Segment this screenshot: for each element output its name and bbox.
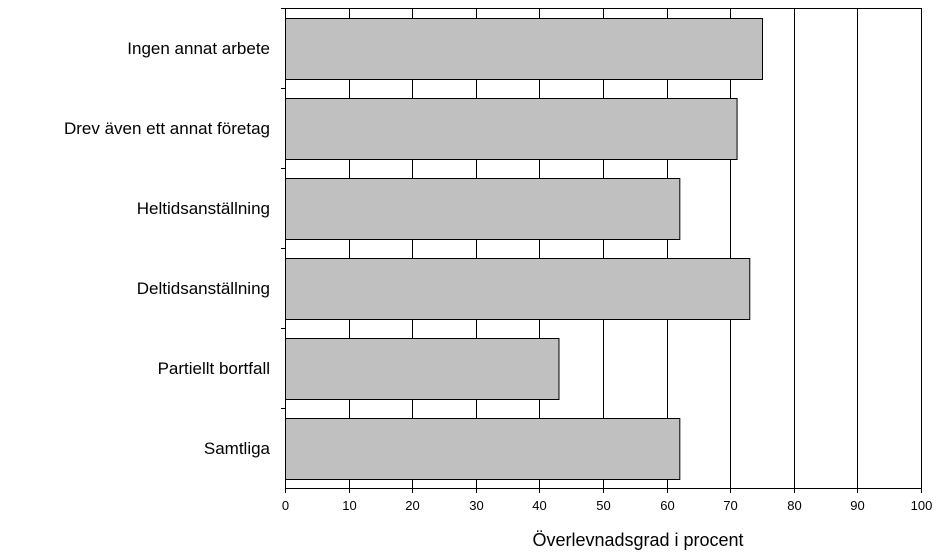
category-label: Partiellt bortfall — [158, 359, 270, 378]
gridlines — [349, 8, 922, 488]
x-tick-label: 80 — [787, 498, 801, 513]
category-label: Samtliga — [204, 439, 271, 458]
category-labels: Ingen annat arbete Drev även ett annat fö… — [64, 39, 271, 458]
bar — [285, 18, 763, 80]
axes — [281, 8, 922, 493]
x-tick-label: 20 — [405, 498, 419, 513]
bar — [285, 98, 738, 160]
category-label: Ingen annat arbete — [127, 39, 270, 58]
x-axis-title: Överlevnadsgrad i procent — [532, 530, 743, 550]
x-tick-label: 30 — [469, 498, 483, 513]
x-tick-label: 50 — [596, 498, 610, 513]
x-tick-label: 10 — [342, 498, 356, 513]
bar — [285, 418, 681, 480]
x-tick-label: 60 — [660, 498, 674, 513]
bar — [285, 338, 560, 400]
category-label: Heltidsanställning — [137, 199, 270, 218]
bar — [285, 258, 751, 320]
category-label: Deltidsanställning — [137, 279, 270, 298]
x-tick-label: 90 — [850, 498, 864, 513]
x-tick-labels: 0 10 20 30 40 50 60 70 80 90 100 — [282, 498, 932, 513]
category-label: Drev även ett annat företag — [64, 119, 270, 138]
x-tick-label: 40 — [532, 498, 546, 513]
bars — [285, 18, 763, 480]
bar — [285, 178, 681, 240]
x-tick-label: 100 — [911, 498, 933, 513]
x-tick-label: 0 — [282, 498, 289, 513]
x-tick-label: 70 — [723, 498, 737, 513]
